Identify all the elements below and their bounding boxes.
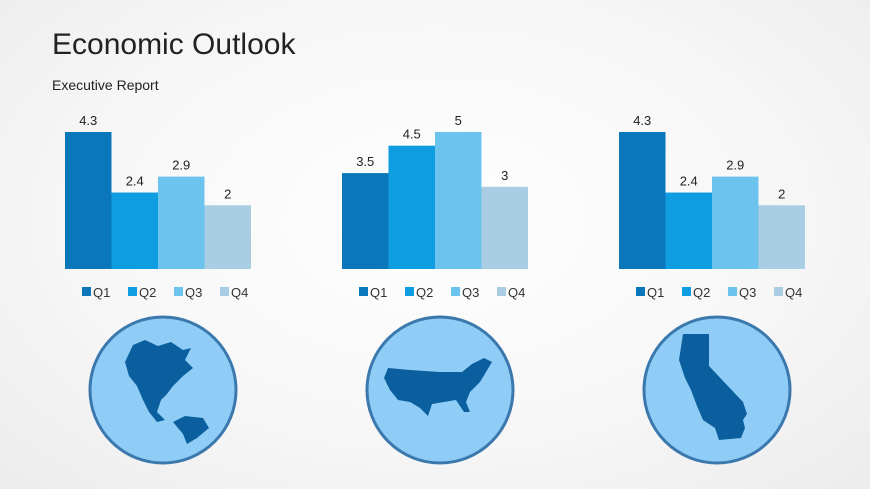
legend-swatch	[774, 287, 783, 296]
usa-map-icon	[384, 358, 492, 416]
bar-q2	[665, 192, 712, 269]
bar-chart-1: 4.3 2.4 2.9 2 Q1 Q2 Q3 Q4	[65, 113, 251, 300]
bar-q1	[65, 132, 112, 269]
data-label: 3.5	[356, 154, 374, 169]
legend-label: Q1	[93, 285, 110, 300]
legend-swatch	[220, 287, 229, 296]
legend-label: Q1	[647, 285, 664, 300]
legend-swatch	[636, 287, 645, 296]
legend-label: Q3	[462, 285, 479, 300]
legend-swatch	[82, 287, 91, 296]
slide-title: Economic Outlook	[52, 28, 296, 61]
legend-label: Q2	[693, 285, 710, 300]
bar-q4	[758, 205, 805, 269]
slide-subtitle: Executive Report	[52, 77, 159, 93]
bar-q3	[712, 176, 759, 269]
data-label: 2.9	[172, 158, 190, 173]
legend-label: Q3	[739, 285, 756, 300]
data-label: 4.5	[403, 127, 421, 142]
bar-q4	[204, 205, 251, 269]
bar-q4	[481, 186, 528, 269]
bar-q3	[158, 176, 205, 269]
data-label: 3	[501, 168, 508, 183]
california-map-icon	[679, 334, 747, 440]
legend-swatch	[405, 287, 414, 296]
data-label: 2.4	[126, 174, 144, 189]
legend-swatch	[359, 287, 368, 296]
legend-label: Q2	[416, 285, 433, 300]
legend-label: Q4	[231, 285, 248, 300]
north-america-map-icon	[125, 340, 209, 444]
data-label: 4.3	[633, 113, 651, 128]
data-label: 4.3	[79, 113, 97, 128]
bar-q1	[342, 173, 389, 269]
legend-swatch	[128, 287, 137, 296]
legend-label: Q3	[185, 285, 202, 300]
legend-label: Q1	[370, 285, 387, 300]
legend-label: Q4	[508, 285, 525, 300]
bar-q2	[388, 145, 435, 269]
legend-swatch	[174, 287, 183, 296]
legend-swatch	[682, 287, 691, 296]
legend-swatch	[728, 287, 737, 296]
data-label: 2	[778, 186, 785, 201]
legend-swatch	[497, 287, 506, 296]
legend-label: Q4	[785, 285, 802, 300]
bar-q3	[435, 132, 482, 269]
legend-label: Q2	[139, 285, 156, 300]
bar-q2	[111, 192, 158, 269]
data-label: 2	[224, 186, 231, 201]
bar-chart-2: 3.5 4.5 5 3 Q1 Q2 Q3 Q4	[342, 113, 528, 300]
data-label: 2.4	[680, 174, 698, 189]
data-label: 5	[455, 113, 462, 128]
bar-q1	[619, 132, 666, 269]
data-label: 2.9	[726, 158, 744, 173]
bar-chart-3: 4.3 2.4 2.9 2 Q1 Q2 Q3 Q4	[619, 113, 805, 300]
legend-swatch	[451, 287, 460, 296]
